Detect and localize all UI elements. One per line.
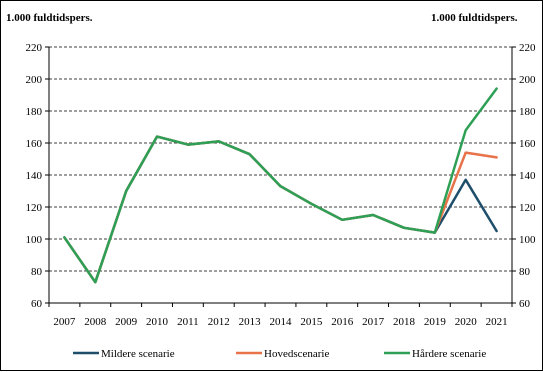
x-tick-label: 2015	[300, 316, 323, 328]
x-tick-label: 2014	[270, 316, 293, 328]
y-tick-label-left: 80	[31, 266, 43, 278]
x-tick-label: 2019	[424, 316, 447, 328]
y-tick-label-left: 160	[26, 138, 43, 150]
x-tick-label: 2011	[177, 316, 199, 328]
y-tick-label-right: 200	[519, 74, 536, 86]
legend-label: Hårdere scenarie	[412, 348, 486, 360]
legend-label: Hovedscenarie	[264, 348, 329, 360]
y-axis-right: 60 80 100 120 140 160 180 200 220	[511, 42, 536, 310]
x-tick-label: 2021	[486, 316, 508, 328]
x-tick-label: 2007	[53, 316, 76, 328]
legend: Mildere scenarie Hovedscenarie Hårdere sce…	[73, 348, 486, 360]
y-tick-label-left: 120	[26, 202, 43, 214]
x-tick-label: 2017	[362, 316, 385, 328]
gridlines	[49, 46, 512, 272]
y-tick-label-left: 60	[31, 298, 43, 310]
y-tick-label-right: 160	[519, 138, 536, 150]
y-tick-label-left: 200	[26, 74, 43, 86]
series-line	[63, 135, 498, 284]
y-tick-label-right: 180	[519, 106, 536, 118]
y-axis-left: 60 80 100 120 140 160 180 200 220	[26, 42, 50, 310]
x-tick-label: 2010	[146, 316, 169, 328]
series-line	[63, 87, 498, 284]
x-tick-label: 2012	[208, 316, 230, 328]
y-tick-label-right: 220	[519, 42, 536, 54]
x-tick-label: 2018	[393, 316, 416, 328]
y-tick-label-right: 120	[519, 202, 536, 214]
y-tick-label-left: 100	[26, 234, 43, 246]
x-tick-label: 2016	[331, 316, 354, 328]
left-axis-unit: 1.000 fuldtidspers.	[6, 12, 93, 24]
y-tick-label-right: 60	[519, 298, 531, 310]
x-axis: 2007 2008 2009 2010 2011 2012 2013 2014 2015 2016…	[48, 302, 513, 328]
y-tick-label-left: 220	[26, 42, 43, 54]
y-tick-label-left: 140	[26, 170, 43, 182]
series-lines	[63, 87, 498, 284]
y-tick-label-right: 100	[519, 234, 536, 246]
x-tick-label: 2009	[115, 316, 138, 328]
x-tick-label: 2020	[455, 316, 478, 328]
y-tick-label-right: 140	[519, 170, 536, 182]
x-tick-label: 2008	[84, 316, 107, 328]
y-tick-label-left: 180	[26, 106, 43, 118]
series-line	[63, 135, 498, 284]
right-axis-unit: 1.000 fuldtidspers.	[431, 12, 518, 24]
x-tick-label: 2013	[239, 316, 262, 328]
legend-label: Mildere scenarie	[101, 348, 175, 360]
y-tick-label-right: 80	[519, 266, 531, 278]
